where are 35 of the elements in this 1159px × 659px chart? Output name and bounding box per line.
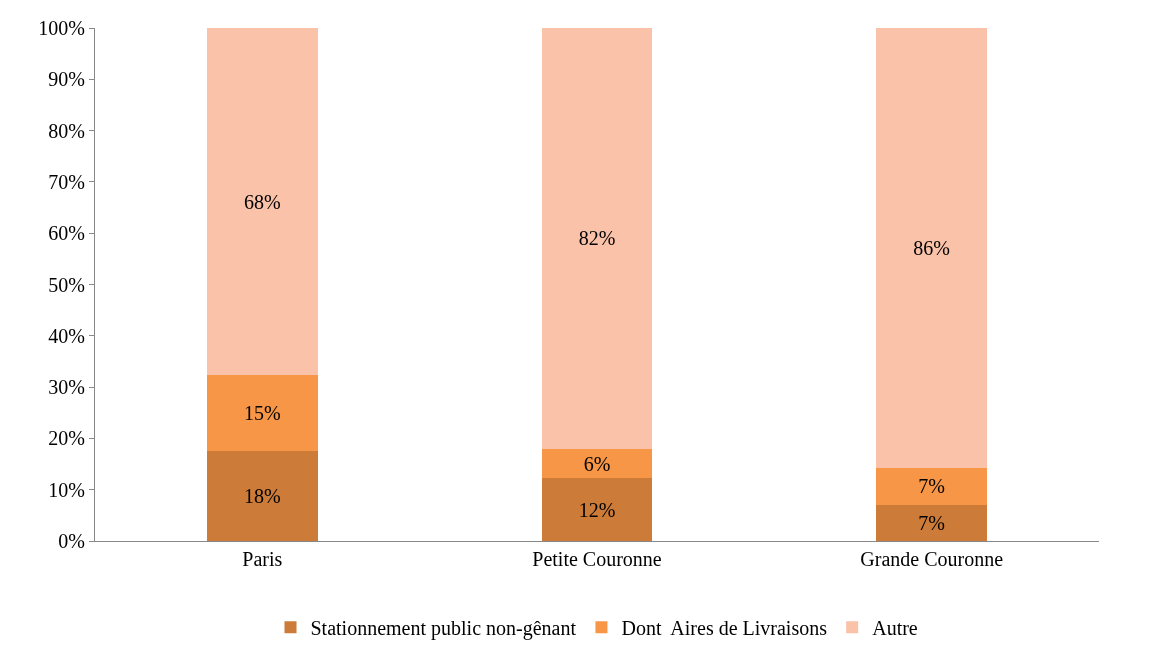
data-label: 7% [918,511,946,534]
legend-label: Dont Aires de Livraisons [621,616,828,639]
y-tick-label: 90% [48,68,85,91]
bar [541,478,653,541]
legend-label: Autre [872,616,918,639]
data-label: 68% [243,190,281,213]
data-label: 86% [913,236,951,259]
y-tick-label: 80% [48,119,85,142]
x-tick-label: Petite Couronne [532,548,662,570]
y-tick-label: 100% [38,17,85,39]
y-tick-label: 0% [58,530,85,552]
bar [876,504,987,541]
data-label: 12% [578,498,616,521]
bar [541,448,653,479]
data-label: 6% [583,452,611,475]
y-tick-label: 30% [48,376,85,399]
data-label: 15% [243,402,281,425]
bar [207,28,318,376]
bar [876,28,987,468]
data-label: 82% [578,227,616,250]
x-tick-label: Grande Couronne [860,548,1004,570]
bar [207,375,318,451]
data-label: 18% [243,484,281,507]
y-tick-label: 50% [48,273,85,296]
y-tick-label: 20% [48,427,85,450]
data-label: 7% [918,475,946,498]
bar [876,467,987,505]
y-tick-label: 40% [48,324,85,347]
legend-label: Stationnement public non-gênant [310,616,577,640]
y-tick-label: 70% [48,170,85,193]
y-tick-label: 10% [48,478,85,501]
y-tick-label: 60% [48,222,85,245]
bar [207,450,318,541]
bar [541,28,653,449]
x-tick-label: Paris [242,548,283,570]
